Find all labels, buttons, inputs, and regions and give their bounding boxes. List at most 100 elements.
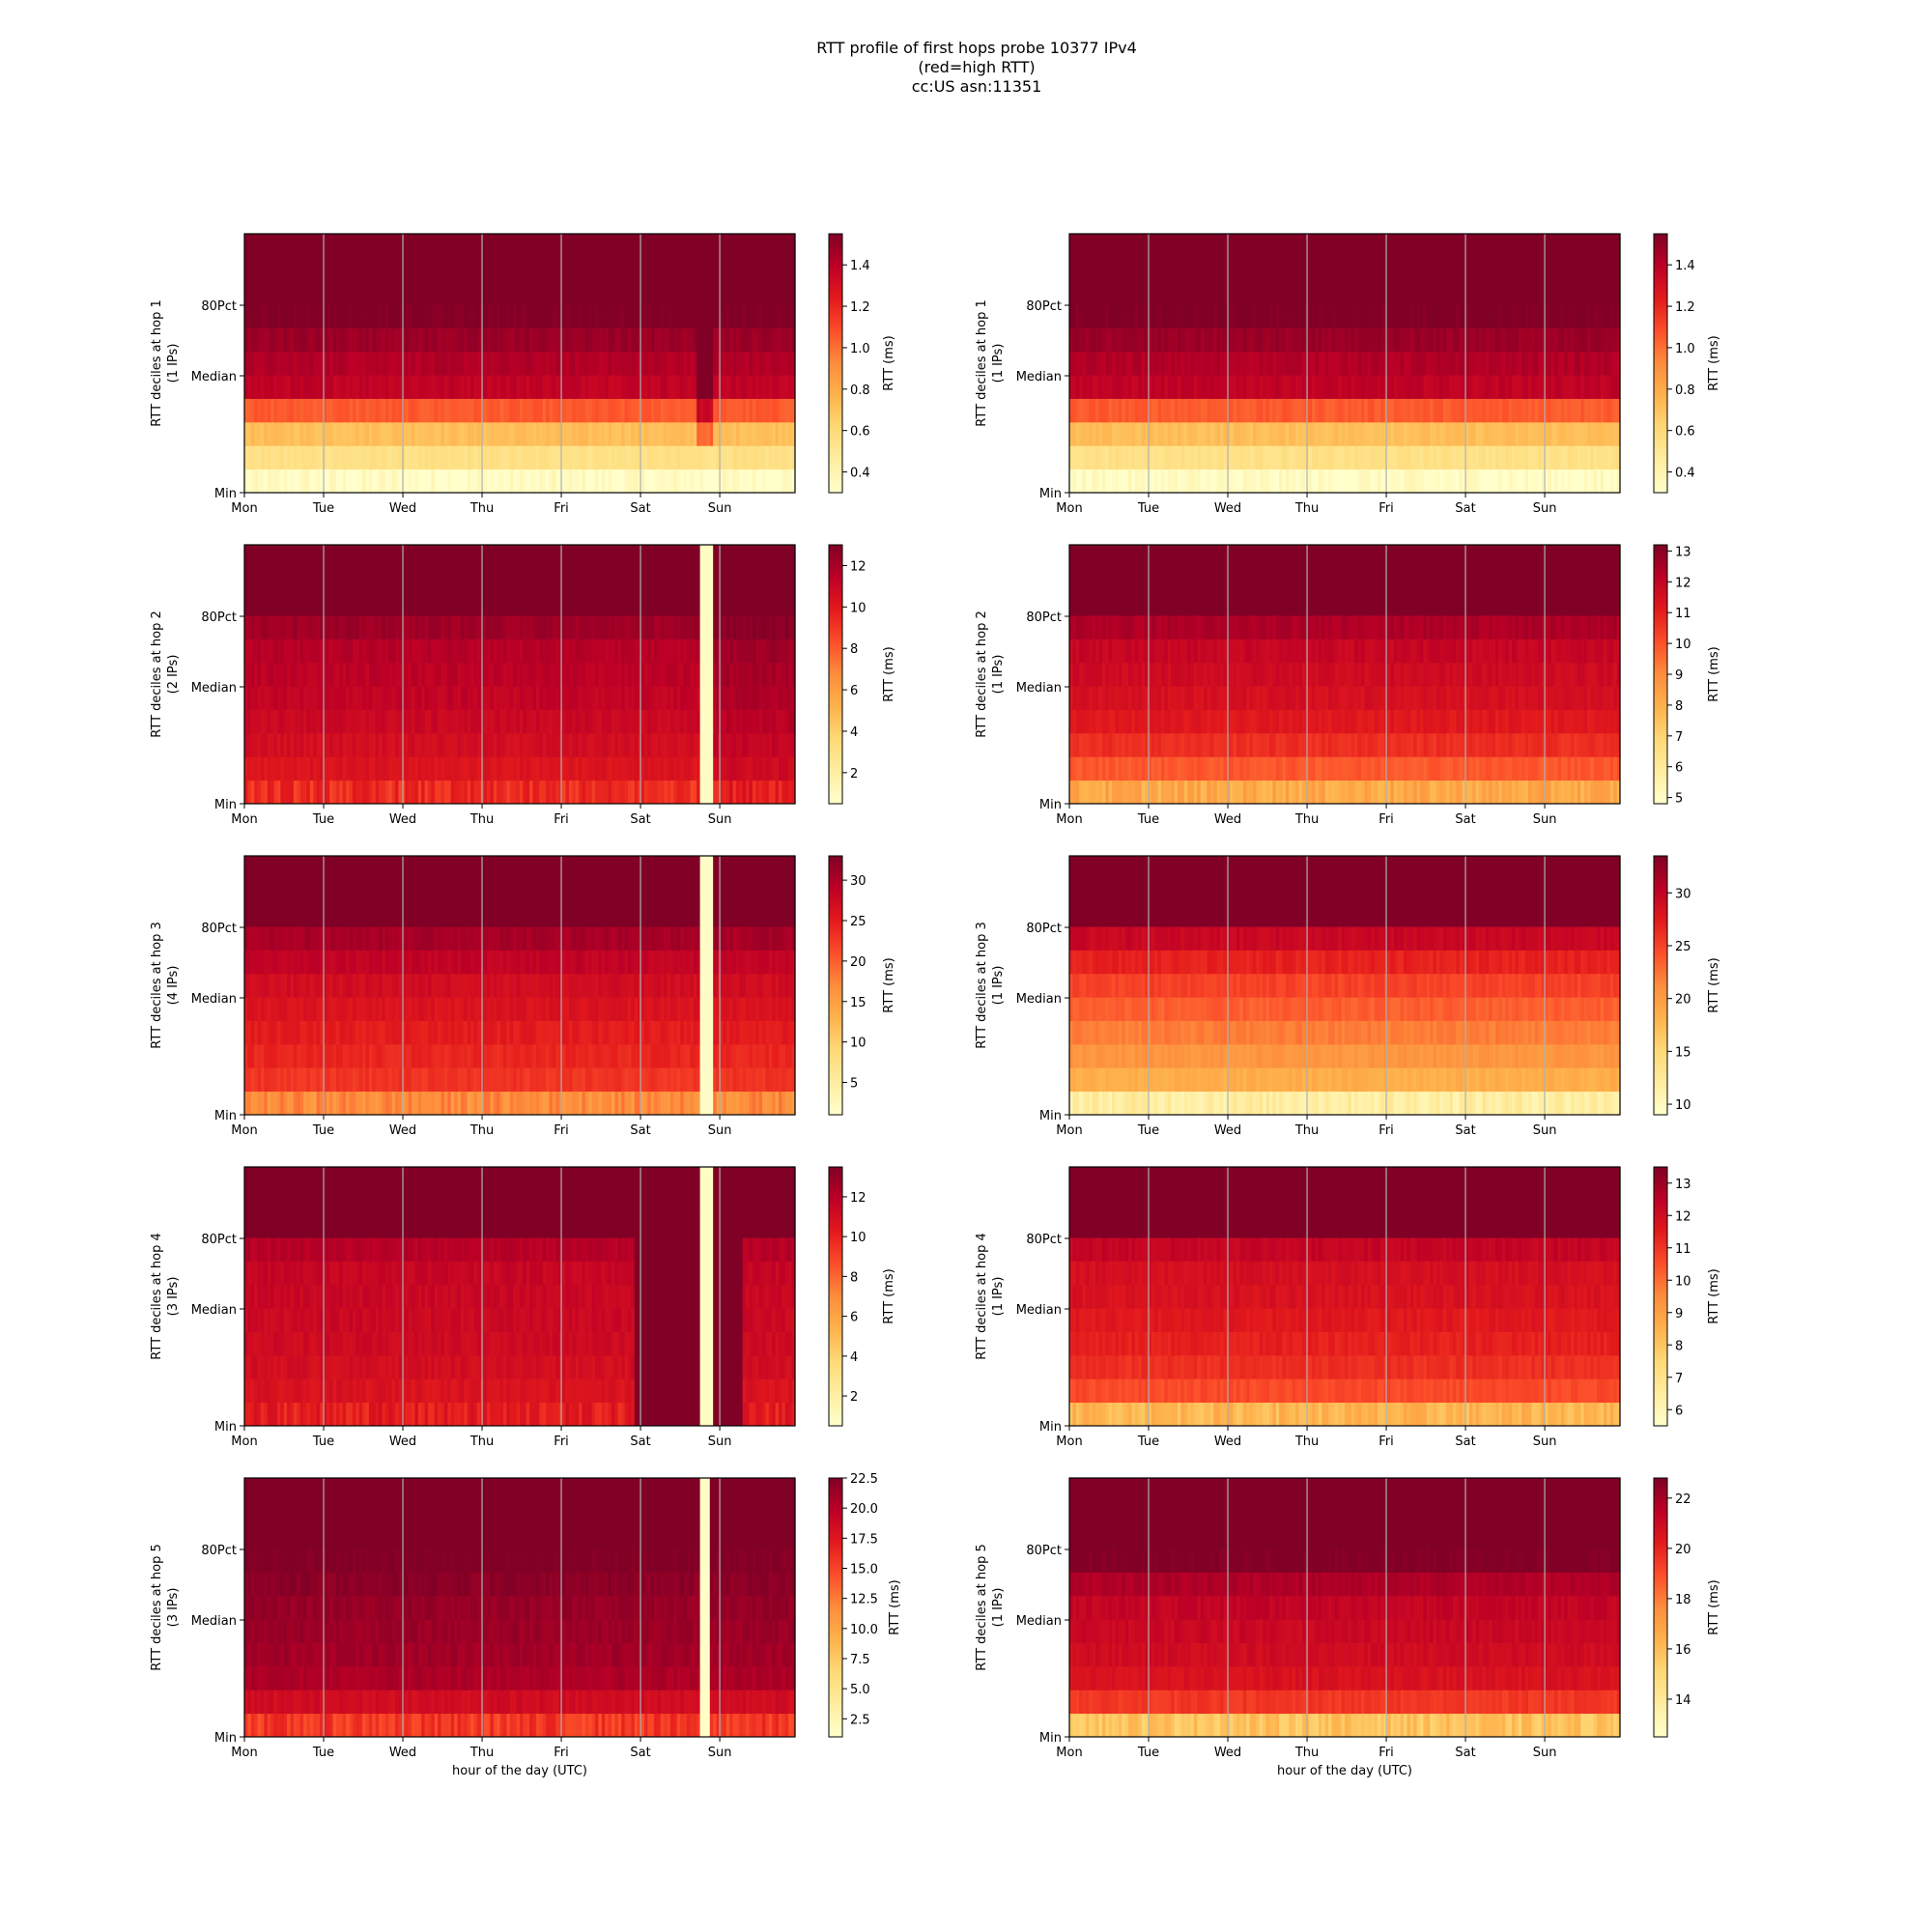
heatmap-cell: [582, 639, 586, 664]
heatmap-cell: [368, 469, 373, 494]
heatmap-cell: [1082, 398, 1087, 423]
heatmap-cell: [752, 421, 756, 446]
heatmap-cell: [1564, 469, 1569, 494]
heatmap-cell: [1122, 445, 1126, 470]
heatmap-cell: [687, 591, 692, 616]
heatmap-cell: [267, 662, 271, 687]
heatmap-cell: [640, 662, 645, 687]
heatmap-cell: [273, 709, 278, 734]
heatmap-cell: [428, 375, 432, 399]
heatmap-cell: [438, 662, 442, 687]
heatmap-cell: [388, 327, 393, 353]
heatmap-cell: [739, 469, 744, 494]
heatmap-cell: [405, 615, 410, 639]
x-tick-label: Tue: [1137, 501, 1159, 516]
heatmap-cell: [476, 709, 481, 734]
heatmap-cell: [250, 732, 255, 757]
heatmap-cell: [683, 398, 688, 423]
heatmap-cell: [346, 421, 351, 446]
heatmap-cell: [621, 615, 626, 639]
heatmap-cell: [1420, 375, 1425, 399]
heatmap-cell: [1253, 351, 1257, 376]
heatmap-cell: [617, 351, 622, 376]
heatmap-cell: [290, 615, 295, 639]
heatmap-cell: [546, 351, 551, 376]
heatmap-cell: [434, 327, 439, 353]
heatmap-cell: [670, 445, 675, 470]
heatmap-cell: [1436, 445, 1440, 470]
heatmap-cell: [1295, 375, 1300, 399]
heatmap-cell: [667, 591, 671, 616]
heatmap-cell: [739, 280, 744, 305]
heatmap-cell: [428, 639, 432, 664]
heatmap-cell: [667, 615, 671, 639]
colorbar-label: RTT (ms): [1707, 335, 1721, 390]
heatmap-cell: [1567, 351, 1572, 376]
heatmap-cell: [1292, 327, 1296, 353]
heatmap-cell: [1600, 351, 1605, 376]
heatmap-cell: [746, 662, 751, 687]
heatmap-cell: [1207, 375, 1211, 399]
heatmap-cell: [428, 398, 432, 423]
heatmap-cell: [398, 351, 403, 376]
heatmap-cell: [313, 398, 318, 423]
heatmap-cell: [1209, 469, 1214, 494]
heatmap-cell: [1400, 327, 1405, 353]
heatmap-cell: [755, 327, 760, 353]
heatmap-cell: [1468, 351, 1473, 376]
heatmap-cell: [264, 756, 269, 781]
heatmap-cell: [627, 756, 632, 781]
heatmap-cell: [1239, 469, 1244, 494]
heatmap-cell: [706, 709, 711, 734]
heatmap-cell: [1115, 398, 1120, 423]
heatmap-cell: [1223, 280, 1228, 305]
heatmap-cell: [313, 662, 318, 687]
heatmap-cell: [1318, 351, 1322, 376]
heatmap-cell: [1508, 351, 1513, 376]
heatmap-cell: [1531, 280, 1536, 305]
heatmap-cell: [676, 327, 681, 353]
heatmap-cell: [555, 615, 560, 639]
heatmap-cell: [264, 234, 269, 282]
heatmap-cell: [1577, 375, 1581, 399]
heatmap-cell: [408, 445, 412, 470]
heatmap-cell: [772, 280, 777, 305]
title-line-2: (red=high RTT): [918, 58, 1035, 76]
heatmap-cell: [535, 304, 540, 328]
heatmap-cell: [552, 469, 556, 494]
heatmap-cell: [1197, 351, 1202, 376]
heatmap-cell: [788, 780, 793, 805]
heatmap-cell: [464, 615, 469, 639]
heatmap-cell: [368, 591, 373, 616]
heatmap-cell: [1406, 234, 1411, 282]
heatmap-cell: [1482, 375, 1487, 399]
heatmap-cell: [703, 398, 707, 423]
heatmap-cell: [1193, 421, 1198, 446]
heatmap-cell: [424, 304, 429, 328]
heatmap-cell: [323, 756, 327, 781]
heatmap-cell: [379, 304, 384, 328]
heatmap-cell: [1308, 327, 1313, 353]
heatmap-cell: [749, 639, 753, 664]
heatmap-cell: [270, 327, 275, 353]
heatmap-cell: [1587, 375, 1592, 399]
heatmap-cell: [765, 686, 770, 710]
heatmap-cell: [749, 327, 753, 353]
heatmap-cell: [676, 662, 681, 687]
heatmap-cell: [1380, 445, 1385, 470]
heatmap-cell: [608, 234, 612, 282]
heatmap-cell: [579, 756, 583, 781]
heatmap-cell: [391, 280, 396, 305]
heatmap-cell: [1482, 234, 1487, 282]
heatmap-cell: [1463, 304, 1467, 328]
heatmap-cell: [755, 234, 760, 282]
heatmap-cell: [1498, 351, 1503, 376]
heatmap-cell: [424, 780, 429, 805]
heatmap-cell: [762, 421, 767, 446]
heatmap-cell: [598, 445, 603, 470]
heatmap-cell: [1341, 375, 1346, 399]
heatmap-cell: [1177, 234, 1181, 282]
heatmap-cell: [568, 591, 573, 616]
heatmap-cell: [431, 351, 436, 376]
heatmap-cell: [490, 780, 495, 805]
